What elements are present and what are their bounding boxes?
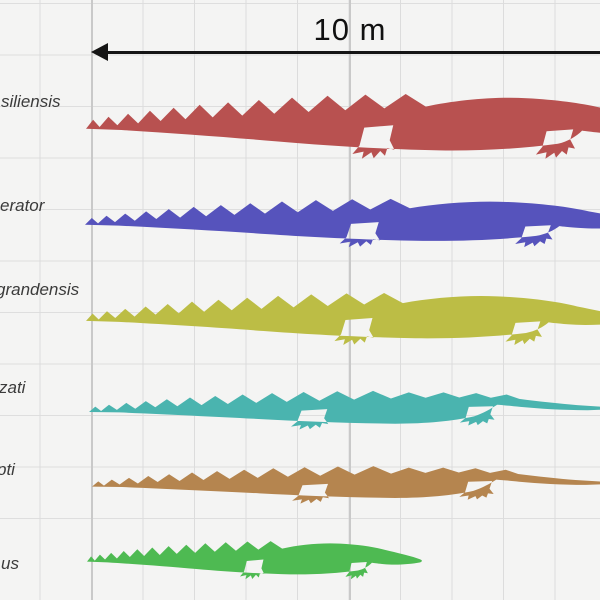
species-label-row6: us [1,554,19,573]
species-label-row5: pti [0,460,15,479]
species-label-row2: erator [0,196,45,215]
crocodile-shape [87,541,422,579]
scale-bar-arrowhead [91,43,108,61]
crocodile-silhouette-row3 [86,264,600,346]
crocodile-silhouette-row6 [87,520,427,580]
crocodile-shape [89,391,600,430]
crocodile-shape [86,94,600,159]
grid-major-line [91,0,93,600]
species-label-row4: zati [0,378,26,397]
crocodile-shape [86,293,600,345]
species-label-row1: siliensis [1,92,61,111]
crocodile-silhouette-row2 [85,172,600,248]
crocodile-shape [85,199,600,247]
crocodile-shape [92,466,600,503]
species-label-row3: grandensis [0,280,80,299]
scale-bar-line [97,51,600,54]
crocodile-silhouette-row4 [89,369,600,431]
scale-bar-label: 10 m [313,12,387,47]
crocodile-silhouette-row5 [92,445,600,505]
crocodile-silhouette-row1 [86,58,600,160]
